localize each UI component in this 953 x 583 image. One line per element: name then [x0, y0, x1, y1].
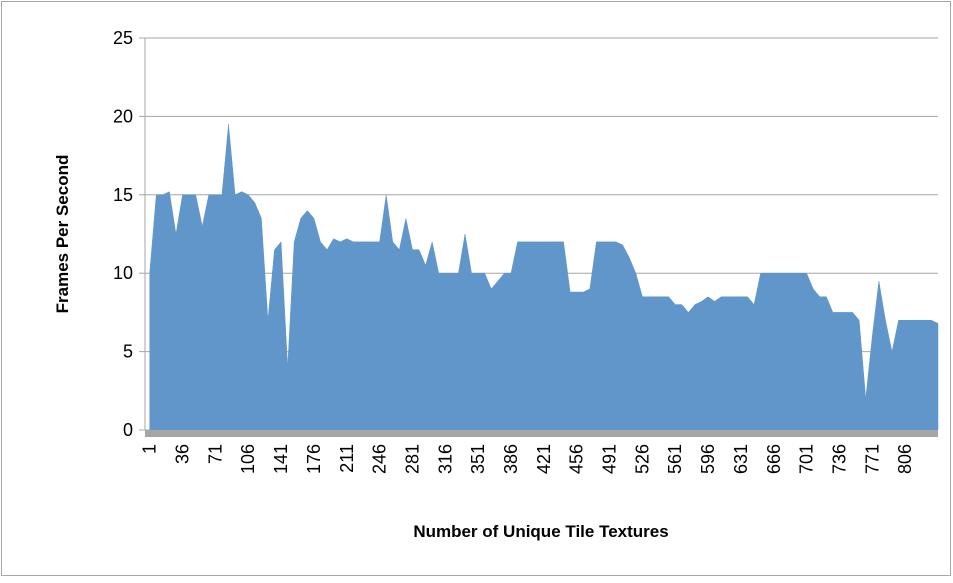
- x-tick-label: 281: [402, 444, 422, 474]
- y-tick-label: 25: [113, 28, 133, 48]
- x-tick-label: 141: [271, 444, 291, 474]
- x-tick-label: 806: [895, 444, 915, 474]
- x-tick-label: 421: [534, 444, 554, 474]
- x-tick-label: 316: [435, 444, 455, 474]
- x-tick-label: 526: [632, 444, 652, 474]
- y-axis-label: Frames Per Second: [53, 155, 72, 314]
- x-tick-label: 491: [600, 444, 620, 474]
- x-tick-label: 456: [567, 444, 587, 474]
- x-tick-label: 386: [501, 444, 521, 474]
- x-tick-label: 736: [829, 444, 849, 474]
- y-tick-label: 15: [113, 185, 133, 205]
- x-tick-label: 1: [140, 444, 160, 454]
- x-tick-label: 666: [764, 444, 784, 474]
- x-axis: [145, 430, 938, 437]
- x-tick-label: 596: [698, 444, 718, 474]
- x-tick-label: 351: [468, 444, 488, 474]
- x-tick-label: 246: [370, 444, 390, 474]
- x-tick-label: 106: [238, 444, 258, 474]
- x-tick-label: 561: [665, 444, 685, 474]
- x-tick-label: 176: [304, 444, 324, 474]
- y-tick-label: 20: [113, 106, 133, 126]
- x-tick-label: 631: [731, 444, 751, 474]
- x-axis-label: Number of Unique Tile Textures: [413, 522, 668, 541]
- y-tick-label: 10: [113, 263, 133, 283]
- x-tick-label: 771: [862, 444, 882, 474]
- y-tick-label: 5: [123, 342, 133, 362]
- x-tick-label: 36: [173, 444, 193, 464]
- x-tick-label: 701: [797, 444, 817, 474]
- area: [149, 124, 939, 431]
- x-tick-label: 211: [337, 444, 357, 473]
- x-tick-label: 71: [205, 444, 225, 464]
- y-tick-label: 0: [123, 420, 133, 440]
